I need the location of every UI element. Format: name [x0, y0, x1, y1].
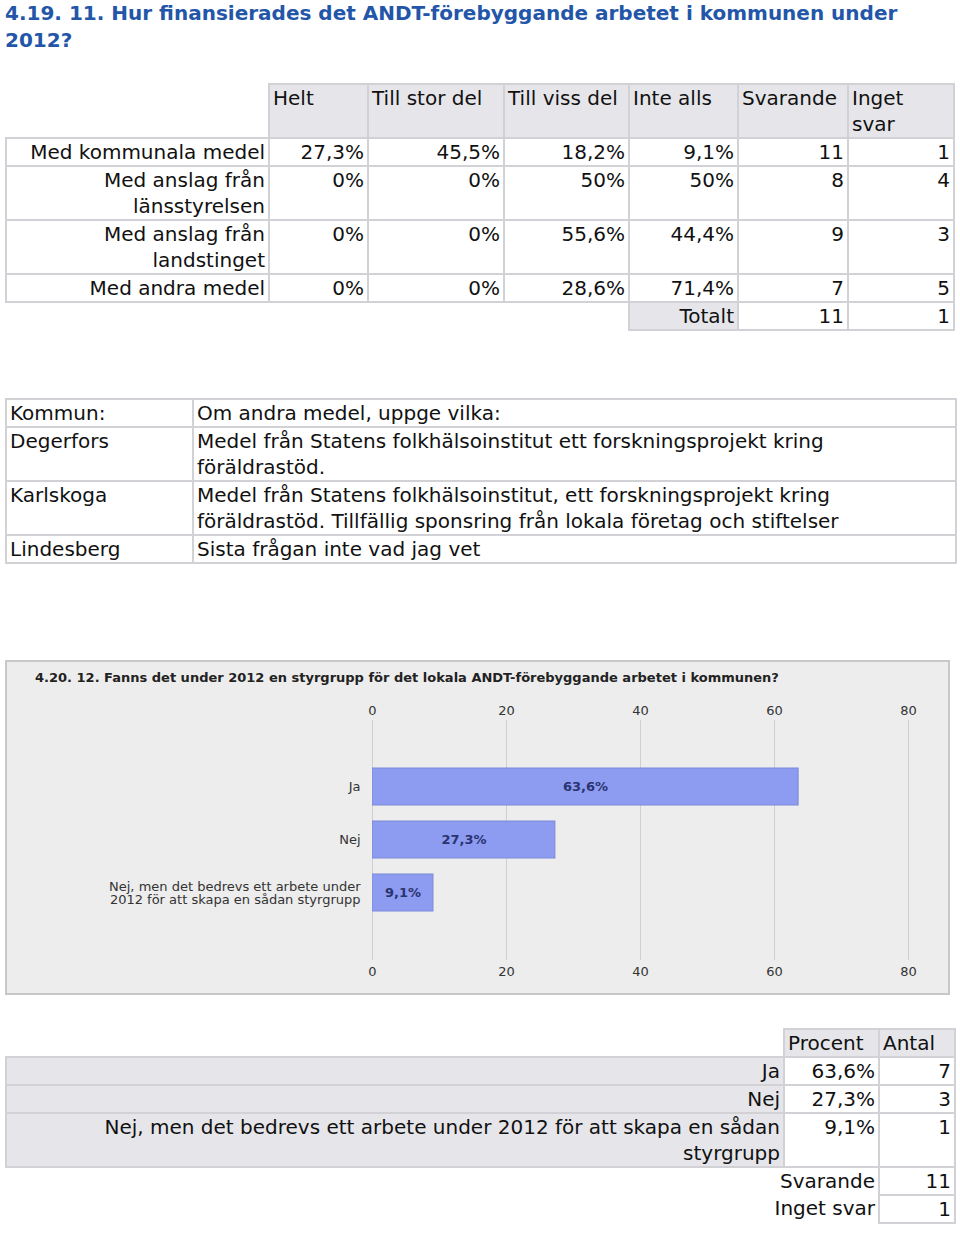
html-text:50%: 50% — [689, 168, 734, 192]
html-text:Procent: Procent — [788, 1031, 864, 1055]
html-text:55,6%: 55,6% — [561, 222, 625, 246]
html-text:Med andra medel: Med andra medel — [89, 276, 265, 300]
svg-text:0: 0 — [368, 964, 376, 979]
html-text:1: 1 — [937, 140, 950, 164]
html-text:Med anslag från landstinget: Med anslag från landstinget — [104, 222, 265, 272]
svg-text:Ja: Ja — [348, 779, 361, 794]
html-text:Inget svar: Inget svar — [852, 86, 904, 136]
svg-text:20: 20 — [498, 964, 515, 979]
svg-text:40: 40 — [632, 703, 649, 718]
html-text:3: 3 — [938, 1087, 951, 1111]
html-text:Svarande: Svarande — [742, 86, 837, 110]
html-text:11: 11 — [818, 304, 844, 328]
html-text:7: 7 — [831, 276, 844, 300]
html-text:63,6%: 63,6% — [811, 1059, 875, 1083]
html-text:Inget svar: Inget svar — [774, 1196, 875, 1220]
svg-text:60: 60 — [766, 964, 783, 979]
html-text:5: 5 — [937, 276, 950, 300]
html-text:18,2%: 18,2% — [561, 140, 625, 164]
svg-text:9,1%: 9,1% — [385, 885, 421, 900]
html-text:0%: 0% — [468, 168, 500, 192]
html-text:1: 1 — [937, 304, 950, 328]
html-text:50%: 50% — [580, 168, 625, 192]
html-text:1: 1 — [938, 1197, 951, 1221]
html-text:Medel från Statens folkhälsoin: Medel från Statens folkhälsoinstitut, et… — [197, 483, 839, 533]
html-text:44,4%: 44,4% — [670, 222, 734, 246]
html-text:Degerfors: Degerfors — [10, 429, 109, 453]
html-text:11: 11 — [818, 140, 844, 164]
html-text:9,1%: 9,1% — [683, 140, 734, 164]
html-text:9,1%: 9,1% — [824, 1115, 875, 1139]
html-text:11: 11 — [925, 1169, 951, 1193]
html-text:3: 3 — [937, 222, 950, 246]
html-text:4.19. 11. Hur finansierades de: 4.19. 11. Hur finansierades det ANDT-för… — [5, 1, 898, 52]
html-text:Totalt: Totalt — [679, 304, 734, 328]
svg-text:80: 80 — [900, 964, 917, 979]
html-text:Sista frågan inte vad jag vet: Sista frågan inte vad jag vet — [197, 537, 481, 561]
html-text:1: 1 — [938, 1115, 951, 1139]
html-text:45,5%: 45,5% — [436, 140, 500, 164]
svg-text:40: 40 — [632, 964, 649, 979]
svg-text:20: 20 — [498, 703, 515, 718]
html-text:8: 8 — [831, 168, 844, 192]
svg-text:Nej, men det bedrevs ett arbet: Nej, men det bedrevs ett arbete under201… — [109, 879, 361, 907]
html-text:4.20. 12. Fanns det under 2012: 4.20. 12. Fanns det under 2012 en styrgr… — [35, 670, 779, 685]
svg-text:60: 60 — [766, 703, 783, 718]
html-text:Lindesberg: Lindesberg — [10, 537, 121, 561]
html-text:Medel från Statens folkhälsoin: Medel från Statens folkhälsoinstitut ett… — [197, 429, 824, 479]
html-text:Karlskoga: Karlskoga — [10, 483, 108, 507]
svg-text:63,6%: 63,6% — [563, 779, 608, 794]
html-text:Antal: Antal — [883, 1031, 935, 1055]
html-text:28,6%: 28,6% — [561, 276, 625, 300]
html-text:0%: 0% — [332, 276, 364, 300]
html-text:0%: 0% — [468, 276, 500, 300]
html-text:Kommun:: Kommun: — [10, 401, 106, 425]
html-text:Ja: Ja — [761, 1059, 780, 1083]
svg-text:0: 0 — [368, 703, 376, 718]
html-text:Nej: Nej — [747, 1087, 780, 1111]
html-text:Till stor del: Till stor del — [372, 86, 483, 110]
html-text:7: 7 — [938, 1059, 951, 1083]
html-text:Helt: Helt — [273, 86, 314, 110]
html-text:Med kommunala medel: Med kommunala medel — [30, 140, 265, 164]
html-text:Till viss del: Till viss del — [508, 86, 618, 110]
html-text:Svarande: Svarande — [780, 1169, 875, 1193]
html-text:0%: 0% — [332, 168, 364, 192]
html-text:9: 9 — [831, 222, 844, 246]
html-text:0%: 0% — [332, 222, 364, 246]
svg-text:27,3%: 27,3% — [441, 832, 486, 847]
svg-text:80: 80 — [900, 703, 917, 718]
html-text:27,3%: 27,3% — [300, 140, 364, 164]
html-text:Med anslag från länsstyrelsen: Med anslag från länsstyrelsen — [104, 168, 265, 218]
html-text:Inte alls: Inte alls — [633, 86, 712, 110]
html-text:71,4%: 71,4% — [670, 276, 734, 300]
html-text:27,3%: 27,3% — [811, 1087, 875, 1111]
html-text:Om andra medel, uppge vilka:: Om andra medel, uppge vilka: — [197, 401, 501, 425]
html-text:Nej, men det bedrevs ett arbet: Nej, men det bedrevs ett arbete under 20… — [104, 1115, 780, 1165]
svg-text:Nej: Nej — [339, 832, 360, 847]
html-text:0%: 0% — [468, 222, 500, 246]
html-text:4: 4 — [937, 168, 950, 192]
